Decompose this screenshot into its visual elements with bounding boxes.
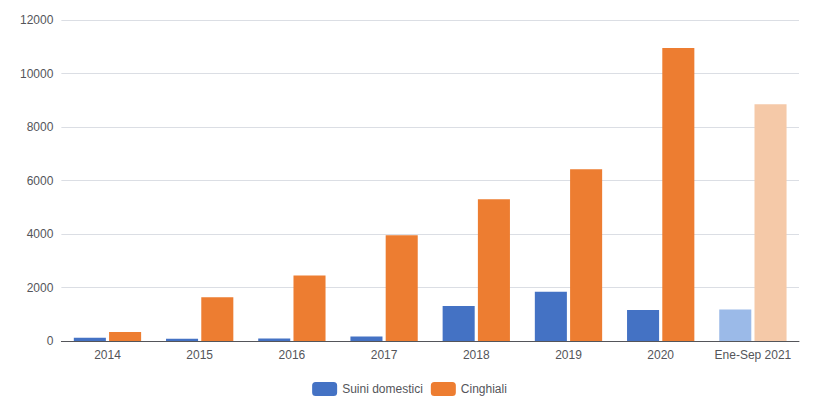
svg-text:2000: 2000: [27, 281, 54, 295]
svg-text:2017: 2017: [371, 348, 398, 362]
svg-text:2015: 2015: [186, 348, 213, 362]
svg-text:8000: 8000: [27, 120, 54, 134]
svg-text:Ene-Sep 2021: Ene-Sep 2021: [715, 348, 792, 362]
svg-text:4000: 4000: [27, 227, 54, 241]
svg-text:2014: 2014: [94, 348, 121, 362]
svg-text:Cinghiali: Cinghiali: [461, 382, 507, 396]
svg-text:6000: 6000: [27, 174, 54, 188]
svg-text:10000: 10000: [20, 67, 54, 81]
svg-text:12000: 12000: [20, 13, 54, 27]
svg-text:0: 0: [47, 334, 54, 348]
svg-text:2020: 2020: [647, 348, 674, 362]
svg-text:2019: 2019: [555, 348, 582, 362]
svg-text:Suini domestici: Suini domestici: [342, 382, 423, 396]
svg-text:2016: 2016: [279, 348, 306, 362]
svg-text:2018: 2018: [463, 348, 490, 362]
